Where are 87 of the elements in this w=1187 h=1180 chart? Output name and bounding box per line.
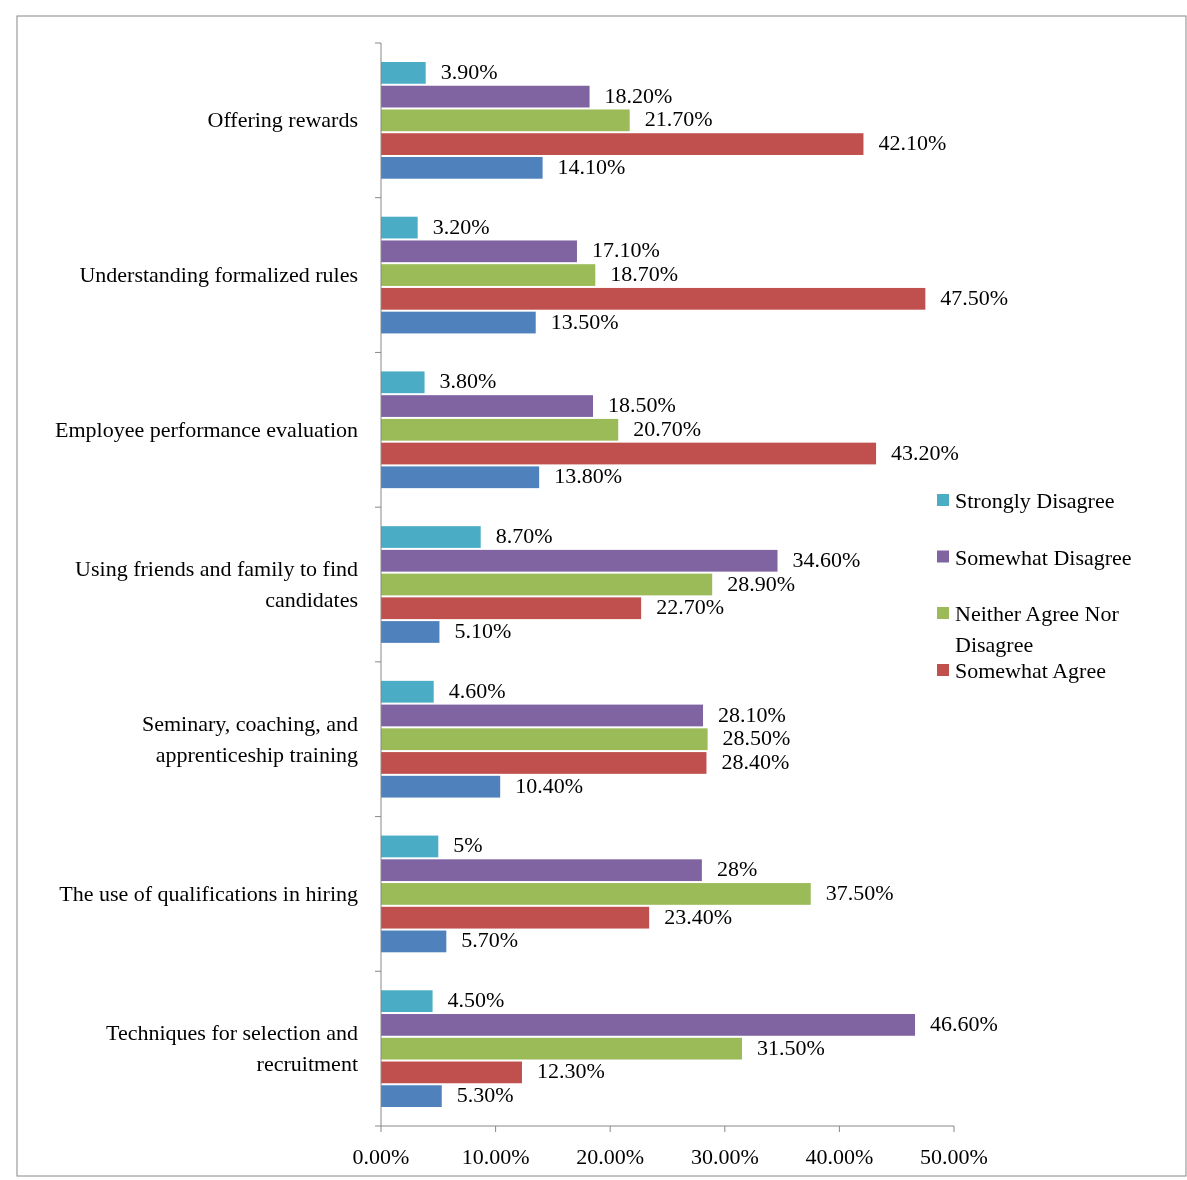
data-label: 28%: [716, 856, 758, 882]
data-label: 22.70%: [656, 594, 724, 620]
data-label: 23.40%: [664, 903, 732, 929]
bar: [381, 466, 540, 489]
legend-label: Somewhat Disagree: [955, 544, 1132, 570]
x-tick-label: 40.00%: [805, 1144, 874, 1169]
legend-label: Neither Agree Nor Disagree: [955, 601, 1120, 657]
y-tick-label: The use of qualifications in hiring: [59, 880, 358, 906]
data-label: 5%: [453, 832, 483, 858]
bar: [381, 1061, 522, 1084]
bar: [381, 371, 425, 394]
bar: [381, 906, 650, 929]
data-label: 34.60%: [792, 546, 861, 572]
y-tick-label: Using friends and family to find candidates: [75, 556, 358, 612]
bar: [381, 1085, 442, 1107]
bar: [381, 418, 619, 441]
data-label: 5.30%: [456, 1082, 514, 1108]
bar: [381, 287, 926, 310]
bar: [381, 156, 543, 179]
bar: [381, 549, 778, 572]
bar: [381, 835, 439, 858]
y-tick-label: Understanding formalized rules: [79, 262, 358, 288]
data-label: 18.20%: [604, 82, 673, 108]
bar: [381, 1014, 916, 1036]
data-label: 13.80%: [554, 463, 622, 489]
bar: [381, 621, 440, 643]
data-label: 3.80%: [439, 368, 497, 394]
bar: [381, 728, 708, 751]
bar: [381, 442, 877, 465]
y-tick-label: Employee performance evaluation: [55, 416, 358, 442]
bar: [381, 133, 864, 155]
x-tick-label: 0.00%: [352, 1144, 410, 1169]
data-label: 18.70%: [610, 261, 679, 287]
bar: [381, 526, 481, 548]
data-label: 21.70%: [644, 106, 713, 132]
y-tick-label: Seminary, coaching, and apprenticeship training: [141, 710, 358, 767]
data-label: 28.10%: [718, 701, 786, 727]
bar: [381, 859, 702, 882]
bar: [381, 1037, 742, 1060]
data-label: 8.70%: [495, 523, 553, 549]
x-tick-label: 10.00%: [461, 1144, 530, 1169]
data-label: 4.50%: [447, 987, 505, 1013]
data-label: 14.10%: [557, 153, 626, 179]
data-label: 13.50%: [550, 308, 619, 334]
y-tick-label: Techniques for selection and recruitment: [106, 1020, 358, 1077]
data-label: 3.20%: [432, 213, 490, 239]
data-label: 28.40%: [721, 749, 790, 774]
data-label: 28.90%: [727, 570, 796, 596]
bar: [381, 395, 594, 417]
data-label: 31.50%: [756, 1034, 825, 1060]
legend-label: Somewhat Agree: [955, 658, 1106, 683]
data-label: 47.50%: [940, 284, 1009, 310]
bar: [381, 311, 536, 334]
bar: [381, 109, 630, 132]
bar: [381, 704, 704, 727]
bar: [381, 680, 434, 703]
data-label: 5.70%: [461, 927, 519, 953]
data-label: 20.70%: [633, 415, 702, 441]
data-label: 5.10%: [454, 618, 512, 644]
data-label: 28.50%: [722, 725, 791, 751]
bar: [381, 85, 590, 108]
bar: [381, 216, 418, 239]
bar: [381, 990, 433, 1013]
data-label: 18.50%: [608, 392, 676, 418]
bar: [381, 573, 713, 596]
bar: [381, 240, 577, 263]
legend-label: Strongly Disagree: [955, 488, 1115, 513]
bar: [381, 597, 642, 620]
data-label: 42.10%: [878, 130, 947, 156]
x-tick-label: 50.00%: [920, 1144, 988, 1169]
x-tick-label: 20.00%: [576, 1144, 645, 1169]
data-label: 37.50%: [825, 879, 894, 905]
data-label: 46.60%: [930, 1010, 998, 1036]
data-label: 3.90%: [440, 58, 498, 84]
data-label: 17.10%: [591, 237, 660, 263]
y-tick-label: Offering rewards: [207, 107, 358, 133]
bar: [381, 775, 501, 798]
data-label: 12.30%: [536, 1058, 605, 1084]
bar: [381, 883, 811, 905]
data-label: 10.40%: [515, 772, 584, 798]
x-tick-label: 30.00%: [690, 1144, 759, 1169]
data-label: 4.60%: [448, 677, 506, 703]
bar: [381, 930, 447, 953]
data-label: 43.20%: [891, 439, 959, 465]
bar: [381, 62, 426, 84]
bar: [381, 264, 596, 286]
bar: [381, 752, 707, 774]
